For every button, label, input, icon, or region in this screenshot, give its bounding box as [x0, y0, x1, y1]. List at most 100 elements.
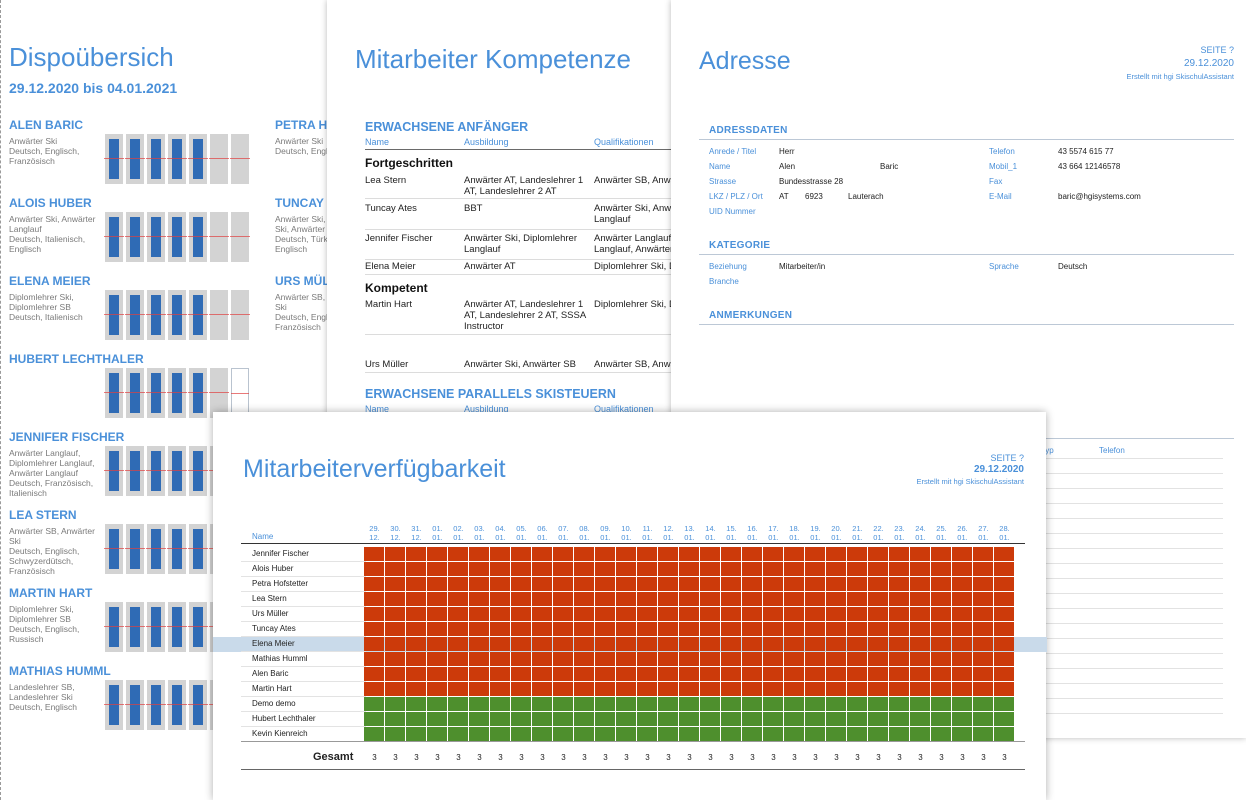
availability-cell[interactable] — [532, 697, 552, 711]
availability-cell[interactable] — [700, 607, 720, 621]
availability-cell[interactable] — [994, 622, 1014, 636]
availability-cell[interactable] — [910, 622, 930, 636]
schedule-day[interactable] — [104, 212, 124, 262]
availability-cell[interactable] — [910, 577, 930, 591]
availability-cell[interactable] — [658, 592, 678, 606]
schedule-day[interactable] — [146, 212, 166, 262]
availability-cell[interactable] — [889, 592, 909, 606]
availability-cell[interactable] — [469, 667, 489, 681]
schedule-day[interactable] — [104, 290, 124, 340]
employee-name[interactable]: Lea Stern — [252, 594, 287, 603]
availability-cell[interactable] — [511, 592, 531, 606]
availability-cell[interactable] — [952, 727, 972, 741]
availability-cell[interactable] — [385, 667, 405, 681]
availability-cell[interactable] — [826, 622, 846, 636]
availability-cell[interactable] — [553, 637, 573, 651]
availability-cell[interactable] — [385, 637, 405, 651]
availability-cell[interactable] — [532, 667, 552, 681]
availability-cell[interactable] — [973, 547, 993, 561]
availability-cell[interactable] — [742, 637, 762, 651]
availability-cell[interactable] — [679, 592, 699, 606]
availability-cell[interactable] — [742, 562, 762, 576]
availability-cell[interactable] — [973, 592, 993, 606]
availability-cell[interactable] — [490, 682, 510, 696]
availability-cell[interactable] — [469, 577, 489, 591]
availability-cell[interactable] — [742, 682, 762, 696]
availability-cell[interactable] — [700, 727, 720, 741]
schedule-day[interactable] — [167, 290, 187, 340]
availability-cell[interactable] — [406, 607, 426, 621]
availability-cell[interactable] — [595, 667, 615, 681]
availability-cell[interactable] — [469, 607, 489, 621]
schedule-day[interactable] — [125, 368, 145, 418]
schedule-day[interactable] — [167, 602, 187, 652]
availability-cell[interactable] — [847, 547, 867, 561]
availability-cell[interactable] — [763, 667, 783, 681]
availability-cell[interactable] — [931, 727, 951, 741]
availability-cell[interactable] — [868, 637, 888, 651]
availability-cell[interactable] — [511, 712, 531, 726]
availability-cell[interactable] — [889, 697, 909, 711]
availability-cell[interactable] — [658, 697, 678, 711]
availability-cell[interactable] — [616, 682, 636, 696]
availability-cell[interactable] — [931, 667, 951, 681]
availability-cell[interactable] — [784, 607, 804, 621]
availability-cell[interactable] — [385, 607, 405, 621]
availability-cell[interactable] — [721, 682, 741, 696]
availability-cell[interactable] — [973, 712, 993, 726]
availability-cell[interactable] — [805, 607, 825, 621]
availability-cell[interactable] — [406, 562, 426, 576]
availability-cell[interactable] — [889, 637, 909, 651]
employee-name[interactable]: Martin Hart — [252, 684, 292, 693]
availability-cell[interactable] — [721, 652, 741, 666]
availability-cell[interactable] — [994, 562, 1014, 576]
availability-cell[interactable] — [406, 637, 426, 651]
availability-cell[interactable] — [847, 712, 867, 726]
availability-cell[interactable] — [826, 562, 846, 576]
availability-cell[interactable] — [406, 727, 426, 741]
availability-cell[interactable] — [700, 622, 720, 636]
availability-cell[interactable] — [553, 592, 573, 606]
availability-cell[interactable] — [910, 682, 930, 696]
availability-cell[interactable] — [448, 637, 468, 651]
availability-cell[interactable] — [574, 607, 594, 621]
availability-cell[interactable] — [427, 622, 447, 636]
employee-name[interactable]: Elena Meier — [252, 639, 295, 648]
availability-cell[interactable] — [994, 727, 1014, 741]
availability-cell[interactable] — [469, 547, 489, 561]
availability-cell[interactable] — [490, 727, 510, 741]
availability-cell[interactable] — [448, 727, 468, 741]
availability-cell[interactable] — [721, 667, 741, 681]
availability-cell[interactable] — [742, 652, 762, 666]
availability-cell[interactable] — [742, 592, 762, 606]
availability-cell[interactable] — [490, 652, 510, 666]
availability-cell[interactable] — [763, 607, 783, 621]
availability-cell[interactable] — [574, 727, 594, 741]
availability-cell[interactable] — [700, 712, 720, 726]
availability-cell[interactable] — [469, 712, 489, 726]
availability-cell[interactable] — [994, 697, 1014, 711]
availability-cell[interactable] — [721, 577, 741, 591]
availability-cell[interactable] — [427, 727, 447, 741]
availability-cell[interactable] — [490, 607, 510, 621]
availability-cell[interactable] — [847, 562, 867, 576]
availability-cell[interactable] — [679, 697, 699, 711]
availability-cell[interactable] — [679, 652, 699, 666]
availability-cell[interactable] — [574, 577, 594, 591]
availability-cell[interactable] — [973, 577, 993, 591]
availability-cell[interactable] — [574, 622, 594, 636]
availability-cell[interactable] — [910, 592, 930, 606]
schedule-day[interactable] — [209, 212, 229, 262]
availability-cell[interactable] — [763, 637, 783, 651]
availability-cell[interactable] — [658, 682, 678, 696]
availability-cell[interactable] — [784, 577, 804, 591]
availability-cell[interactable] — [364, 562, 384, 576]
availability-cell[interactable] — [616, 607, 636, 621]
availability-cell[interactable] — [889, 607, 909, 621]
availability-cell[interactable] — [658, 607, 678, 621]
availability-cell[interactable] — [574, 682, 594, 696]
availability-cell[interactable] — [637, 637, 657, 651]
schedule-day[interactable] — [125, 602, 145, 652]
availability-cell[interactable] — [574, 667, 594, 681]
availability-cell[interactable] — [364, 667, 384, 681]
